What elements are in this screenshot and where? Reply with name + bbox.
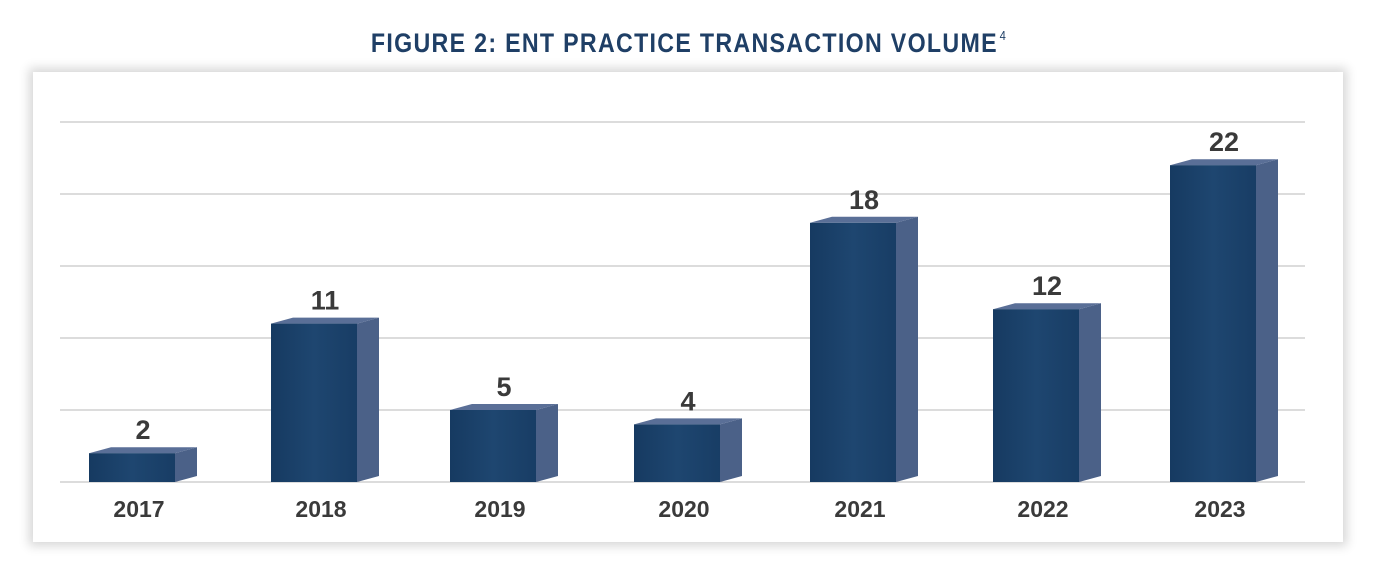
bar-side <box>720 418 742 482</box>
category-label: 2019 <box>474 496 525 522</box>
bar-2022 <box>993 303 1101 482</box>
bar-2017 <box>89 447 197 482</box>
bar-top <box>1170 159 1278 166</box>
bar-top <box>271 317 379 324</box>
bar-2019 <box>450 404 558 482</box>
bar-side <box>896 216 918 483</box>
bar-2023 <box>1170 159 1278 482</box>
category-label: 2022 <box>1017 496 1068 522</box>
bar-front <box>810 222 896 483</box>
bar-top <box>810 216 918 223</box>
bar-2020 <box>634 418 742 482</box>
bar-front <box>993 309 1079 482</box>
bar-top <box>993 303 1101 310</box>
data-label: 5 <box>496 372 511 402</box>
bar-top <box>634 418 742 425</box>
category-label: 2023 <box>1194 496 1245 522</box>
bar-front <box>271 323 357 482</box>
category-label: 2021 <box>834 496 885 522</box>
bars <box>89 159 1278 483</box>
gridlines <box>60 121 1305 483</box>
bar-side <box>536 404 558 482</box>
bar-side <box>175 447 197 482</box>
data-label: 18 <box>849 185 879 215</box>
bar-front <box>89 453 175 482</box>
data-labels: 2 11 5 4 18 12 22 <box>135 127 1239 445</box>
title-footnote-marker: 4 <box>999 28 1008 43</box>
data-label: 2 <box>135 415 150 445</box>
bar-top <box>450 404 558 410</box>
bar-side <box>1256 159 1278 482</box>
category-label: 2018 <box>295 496 346 522</box>
chart-title-text: FIGURE 2: ENT PRACTICE TRANSACTION VOLUM… <box>370 28 998 58</box>
category-label: 2017 <box>113 496 164 522</box>
bar-2021 <box>810 216 918 483</box>
bar-side <box>357 317 379 482</box>
chart-title: FIGURE 2: ENT PRACTICE TRANSACTION VOLUM… <box>96 28 1281 59</box>
bar-front <box>1170 165 1256 482</box>
bar-2018 <box>271 317 379 482</box>
bar-front <box>450 410 536 482</box>
bar-front <box>634 424 720 482</box>
data-label: 4 <box>680 386 695 416</box>
bar-side <box>1079 303 1101 482</box>
data-label: 12 <box>1032 271 1062 301</box>
bar-top <box>89 447 197 454</box>
category-labels: 2017 2018 2019 2020 2021 2022 2023 <box>113 496 1245 522</box>
data-label: 22 <box>1209 127 1239 157</box>
category-label: 2020 <box>658 496 709 522</box>
data-label: 11 <box>311 286 340 316</box>
